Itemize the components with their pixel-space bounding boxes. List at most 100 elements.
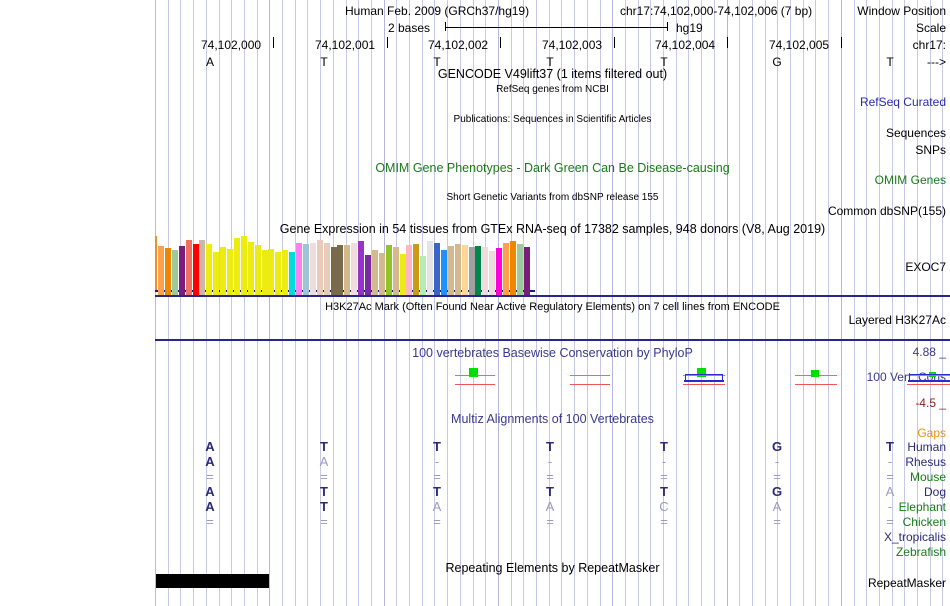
phylop-conservation-track[interactable] — [155, 343, 950, 407]
gtex-bar[interactable] — [447, 246, 454, 290]
h3k27ac-color-tick — [337, 290, 344, 295]
gtex-bar[interactable] — [289, 252, 296, 290]
gtex-bar[interactable] — [275, 252, 282, 290]
label-cons-min: -4.5 _ — [915, 396, 946, 410]
position-readout[interactable]: chr17:74,102,000-74,102,006 (7 bp) — [620, 4, 813, 18]
gtex-bar[interactable] — [378, 253, 385, 290]
label-species-human[interactable]: Human — [907, 440, 946, 454]
conservation-green-block — [811, 370, 819, 377]
gtex-bar[interactable] — [268, 249, 275, 290]
label-layered-h3k27ac[interactable]: Layered H3K27Ac — [848, 313, 946, 327]
gtex-bar[interactable] — [185, 240, 192, 290]
gtex-bar[interactable] — [227, 249, 233, 290]
gtex-bar[interactable] — [337, 245, 344, 290]
gtex-bar[interactable] — [475, 246, 482, 290]
gtex-bar[interactable] — [213, 252, 220, 290]
gtex-bar[interactable] — [420, 256, 427, 290]
gtex-bar[interactable] — [516, 244, 523, 290]
gtex-bar[interactable] — [344, 245, 351, 290]
gtex-bar[interactable] — [399, 254, 406, 290]
gtex-bar[interactable] — [503, 243, 509, 290]
gtex-bar[interactable] — [323, 243, 330, 290]
label-chromosome: chr17: — [912, 38, 946, 52]
conservation-mark[interactable] — [907, 343, 950, 407]
gtex-bar[interactable] — [192, 244, 199, 290]
multiz-base: - — [547, 454, 553, 469]
gtex-bar[interactable] — [482, 247, 489, 290]
label-species-rhesus[interactable]: Rhesus — [905, 455, 946, 469]
h3k27ac-color-tick — [227, 290, 233, 295]
multiz-base: A — [205, 454, 215, 469]
gtex-bar[interactable] — [220, 247, 227, 290]
gtex-bar[interactable] — [254, 245, 261, 290]
label-species-elephant[interactable]: Elephant — [898, 500, 946, 514]
gtex-bar[interactable] — [461, 245, 468, 290]
multiz-base: = — [206, 514, 214, 529]
gtex-bar[interactable] — [164, 248, 171, 290]
h3k27ac-top-rule — [155, 295, 950, 297]
h3k27ac-color-tick — [261, 290, 268, 295]
gtex-bar[interactable] — [178, 246, 185, 290]
gtex-bar[interactable] — [233, 238, 240, 290]
h3k27ac-color-tick — [420, 290, 427, 295]
gtex-bar[interactable] — [523, 247, 530, 290]
gtex-bar[interactable] — [158, 246, 164, 290]
h3k27ac-color-tick — [496, 290, 503, 295]
gtex-bar[interactable] — [240, 236, 247, 290]
conservation-mark[interactable] — [455, 343, 495, 407]
gtex-bar[interactable] — [261, 250, 268, 290]
gtex-bar[interactable] — [427, 241, 434, 290]
label-cons-max: 4.88 _ — [912, 345, 946, 359]
gtex-bar[interactable] — [358, 241, 365, 290]
gtex-bar[interactable] — [282, 250, 289, 290]
gtex-bar[interactable] — [385, 245, 392, 290]
label-gtex-gene[interactable]: EXOC7 — [905, 260, 946, 274]
gtex-bar[interactable] — [371, 250, 378, 290]
conservation-mark[interactable] — [683, 343, 725, 407]
h3k27ac-color-tick — [171, 290, 178, 295]
label-species-chicken[interactable]: Chicken — [902, 515, 946, 529]
label-species-mouse[interactable]: Mouse — [909, 470, 946, 484]
label-refseq-curated[interactable]: RefSeq Curated — [859, 95, 946, 109]
multiz-base: G — [771, 439, 783, 454]
conservation-red-rule — [683, 384, 725, 385]
layered-h3k27ac-track[interactable] — [155, 290, 950, 341]
conservation-mark[interactable] — [570, 343, 610, 407]
label-species-zebrafish[interactable]: Zebrafish — [895, 545, 946, 559]
gtex-bar[interactable] — [206, 244, 213, 290]
gtex-bar[interactable] — [468, 247, 475, 290]
gtex-bar[interactable] — [434, 243, 440, 290]
multiz-base: A — [319, 454, 329, 469]
h3k27ac-color-tick — [289, 290, 296, 295]
gtex-bar[interactable] — [406, 245, 413, 290]
label-sequences[interactable]: Sequences — [885, 126, 946, 140]
gtex-bar[interactable] — [309, 243, 316, 290]
gtex-bar[interactable] — [330, 247, 337, 290]
gtex-bar[interactable] — [296, 243, 302, 290]
gtex-bar[interactable] — [365, 255, 371, 290]
gtex-bar[interactable] — [247, 242, 254, 290]
label-species-x_tropicalis[interactable]: X_tropicalis — [883, 530, 946, 544]
h3k27ac-color-tick — [282, 290, 289, 295]
gtex-bar[interactable] — [454, 244, 461, 290]
gtex-bar[interactable] — [302, 244, 309, 290]
gtex-bar[interactable] — [509, 241, 516, 290]
label-species-dog[interactable]: Dog — [923, 485, 946, 499]
multiz-base: T — [433, 484, 441, 499]
gtex-bar[interactable] — [316, 240, 323, 290]
gtex-bar[interactable] — [496, 248, 503, 290]
label-snps[interactable]: SNPs — [915, 143, 946, 157]
label-omim-genes[interactable]: OMIM Genes — [874, 173, 946, 187]
label-common-dbsnp[interactable]: Common dbSNP(155) — [827, 204, 946, 218]
repeatmasker-element[interactable] — [156, 574, 269, 588]
gtex-bar[interactable] — [199, 240, 206, 290]
label-repeatmasker[interactable]: RepeatMasker — [867, 576, 946, 590]
gtex-bar[interactable] — [392, 247, 399, 290]
gtex-bar[interactable] — [440, 250, 447, 290]
gtex-bar[interactable] — [171, 250, 178, 290]
gtex-bar[interactable] — [413, 244, 420, 290]
conservation-mark[interactable] — [795, 343, 837, 407]
gtex-bar[interactable] — [351, 243, 358, 290]
gtex-bar[interactable] — [489, 251, 496, 290]
gtex-expression-barchart[interactable] — [155, 236, 950, 292]
